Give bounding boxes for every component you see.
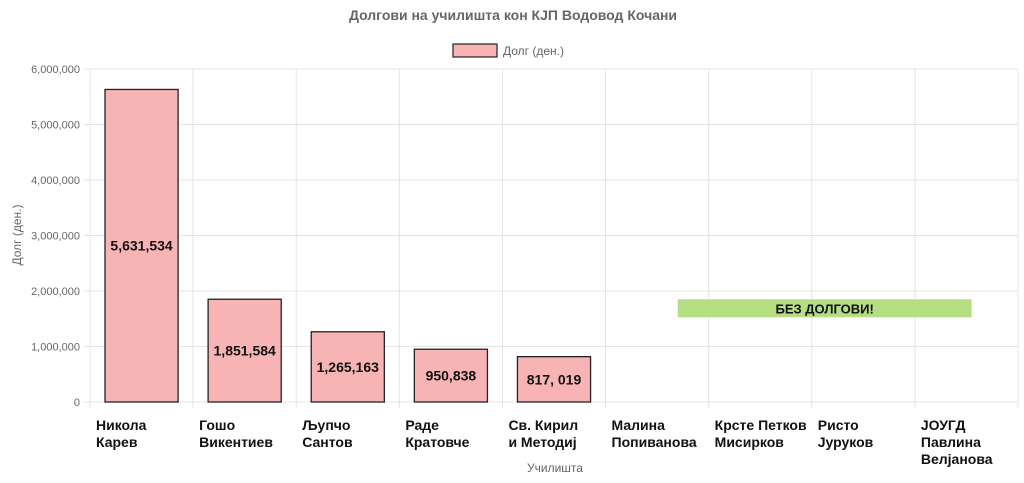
bar[interactable]	[207, 298, 282, 403]
no-debt-annotation: БЕЗ ДОЛГОВИ!	[677, 299, 972, 318]
x-tick-label: Никола Карев	[96, 417, 147, 450]
y-tick-label: 5,000,000	[31, 120, 80, 132]
x-tick-label: Ристо Јуруков	[818, 417, 874, 450]
bar-value-label: 950,838	[426, 368, 477, 384]
x-tick-label: ЈОУГД Павлина Велјанова	[921, 417, 993, 467]
legend-swatch[interactable]	[452, 43, 498, 58]
y-tick-label: 4,000,000	[31, 175, 80, 187]
y-tick-label: 6,000,000	[31, 64, 80, 76]
bar[interactable]	[413, 348, 489, 403]
y-tick-label: 3,000,000	[31, 231, 80, 243]
y-axis-title: Долг (ден.)	[10, 204, 24, 265]
bar-value-label: 1,851,584	[214, 343, 276, 359]
x-axis-title: Училишта	[527, 461, 583, 475]
x-tick-label: Гошо Викентиев	[199, 417, 273, 450]
y-tick-label: 0	[74, 397, 80, 409]
bars: 5,631,534 1,851,584 1,265,163 950,838 817, 0…	[104, 88, 592, 403]
x-tick-label: Љупчо Сантов	[302, 417, 353, 450]
legend-label[interactable]: Долг (ден.)	[503, 44, 564, 58]
x-axis-ticks: Никола Карев Гошо Викентиев Љупчо Сантов Раде К…	[96, 417, 993, 467]
bar[interactable]	[104, 88, 179, 403]
y-tick-label: 1,000,000	[31, 342, 80, 354]
annotation-text: БЕЗ ДОЛГОВИ!	[776, 301, 874, 316]
x-tick-label: Св. Кирил и Методиј	[508, 417, 578, 450]
grid-lines	[84, 68, 1019, 408]
y-tick-label: 2,000,000	[31, 286, 80, 298]
x-tick-label: Крсте Петков Мисирков	[715, 417, 807, 450]
bar-value-label: 1,265,163	[317, 359, 379, 375]
bar[interactable]	[516, 356, 592, 403]
x-tick-label: Раде Кратовче	[405, 417, 469, 450]
bar-value-label: 5,631,534	[110, 238, 172, 254]
bar[interactable]	[310, 331, 385, 403]
chart-title: Долгови на училишта кон КЈП Водовод Коча…	[349, 7, 677, 23]
y-axis-ticks: 0 1,000,000 2,000,000 3,000,000 4,000,000 5,0…	[31, 64, 80, 409]
bar-value-label: 817, 019	[527, 371, 582, 387]
x-tick-label: Малина Попиванова	[612, 417, 697, 450]
annotation-band	[677, 299, 972, 318]
